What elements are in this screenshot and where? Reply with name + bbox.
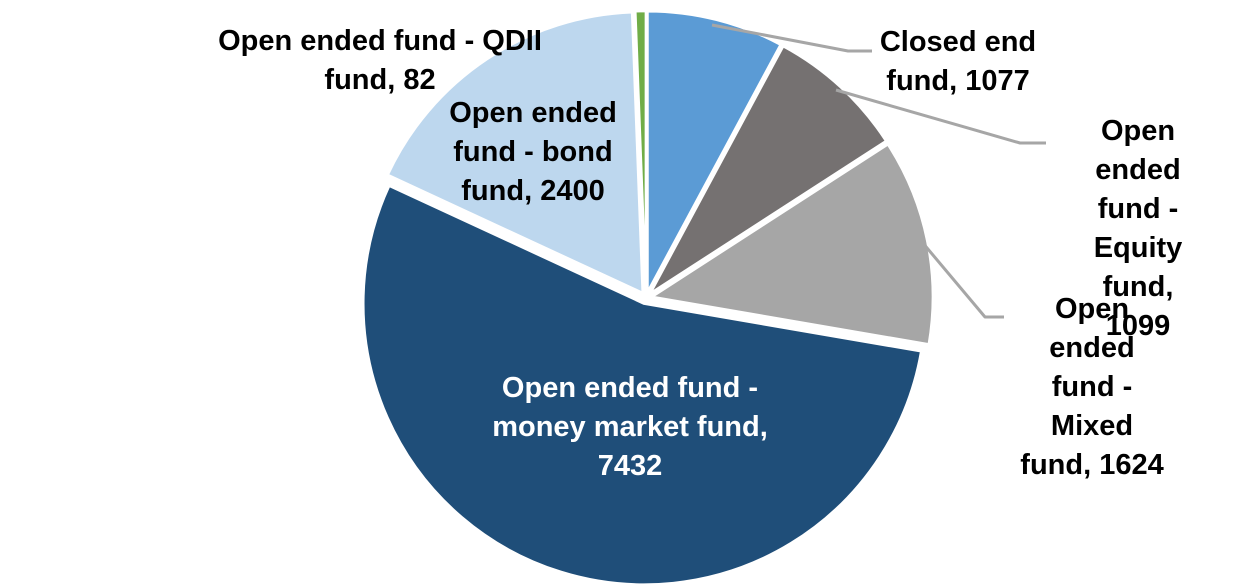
pie-slice-bond-fund[interactable]	[386, 10, 644, 295]
pie-slice-money-market-fund[interactable]	[362, 184, 923, 584]
data-label-mixed-fund: Open ended fund - Mixed fund, 1624	[1020, 293, 1164, 481]
data-label-closed-end-fund: Closed end fund, 1077	[879, 26, 1037, 97]
data-label-equity-fund: Open ended fund - Equity fund, 1099	[1093, 115, 1183, 342]
leader-line-closed-end-fund	[711, 23, 872, 53]
pie-slice-equity-fund[interactable]	[648, 44, 888, 295]
leader-line-mixed-fund	[920, 241, 1004, 319]
data-label-bond-fund: Open ended fund - bond fund, 2400	[449, 97, 617, 207]
leader-line-equity-fund	[835, 88, 1046, 145]
pie-slice-qdii-fund[interactable]	[634, 9, 648, 294]
pie-slice-closed-end-fund[interactable]	[646, 9, 782, 294]
data-label-money-market-fund: Open ended fund - money market fund, 743…	[492, 372, 768, 482]
data-label-qdii-fund: Open ended fund - QDII fund, 82	[218, 25, 542, 96]
pie-slice-mixed-fund[interactable]	[650, 143, 935, 346]
pie-slices-group	[362, 9, 935, 584]
